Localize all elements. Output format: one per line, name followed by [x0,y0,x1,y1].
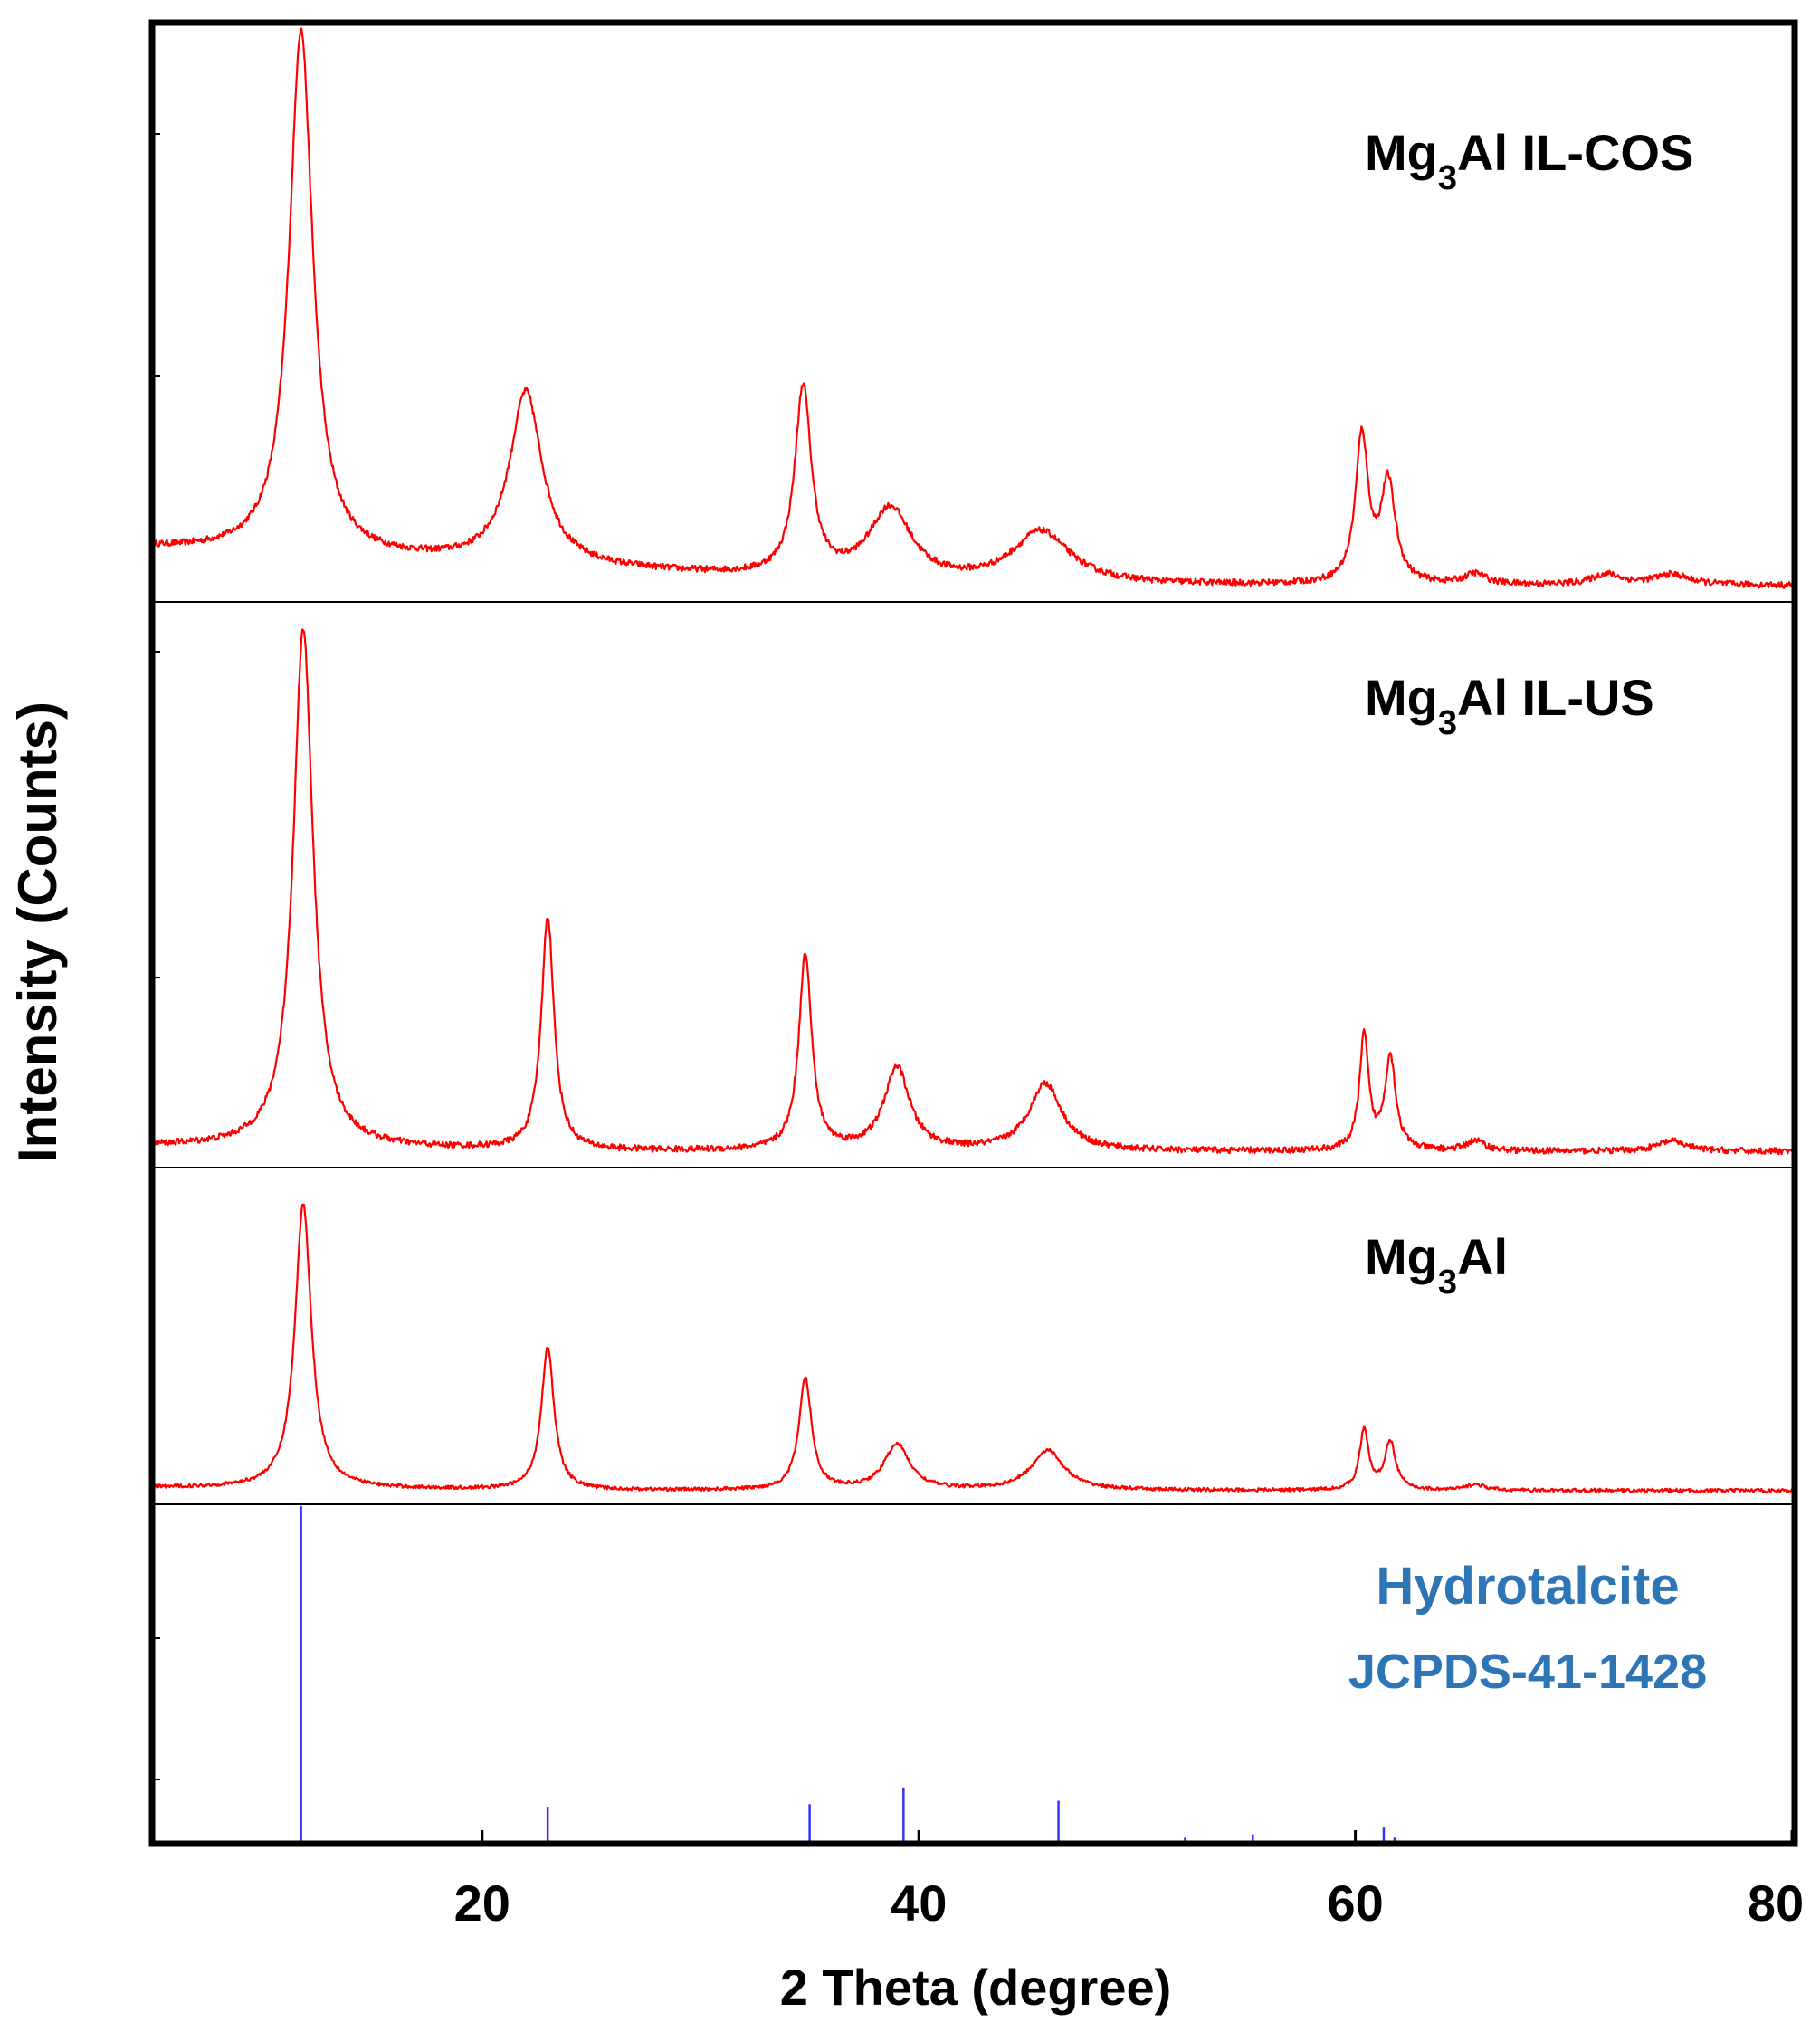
plot-frame [148,19,1798,1847]
reference-code-label: JCPDS-41-1428 [1348,1645,1707,1699]
panel-label-part: Al [1457,1228,1508,1285]
panel-label-mg3al-il-cos: Mg3Al IL-COS [1365,124,1693,197]
panel-label-part: Mg [1365,669,1438,726]
panel-label-part: Al IL-US [1457,669,1654,726]
panel-label-mg3al: Mg3Al [1365,1228,1508,1302]
x-axis-tick-label-60: 60 [1327,1874,1383,1931]
xrd-pattern-0 [153,27,1794,589]
panel-label-part: Al IL-COS [1457,124,1693,181]
y-axis-label: Intensity (Counts) [7,701,68,1163]
xrd-pattern-2 [154,1203,1794,1493]
panel-label-part: Mg [1365,1228,1438,1285]
x-axis-label: 2 Theta (degree) [780,1959,1172,2016]
x-axis-tick-label-40: 40 [891,1874,947,1931]
x-axis-tick-label-20: 20 [454,1874,510,1931]
panel-label-subscript: 3 [1438,704,1457,742]
reference-name-label: Hydrotalcite [1376,1557,1679,1616]
panel-label-part: Mg [1365,124,1438,181]
xrd-pattern-1 [153,628,1794,1156]
x-axis-tick-label-80: 80 [1748,1874,1804,1931]
panel-label-subscript: 3 [1438,1264,1457,1302]
plot-layer [153,27,1794,1841]
panel-label-mg3al-il-us: Mg3Al IL-US [1365,669,1654,742]
panel-label-subscript: 3 [1438,159,1457,197]
